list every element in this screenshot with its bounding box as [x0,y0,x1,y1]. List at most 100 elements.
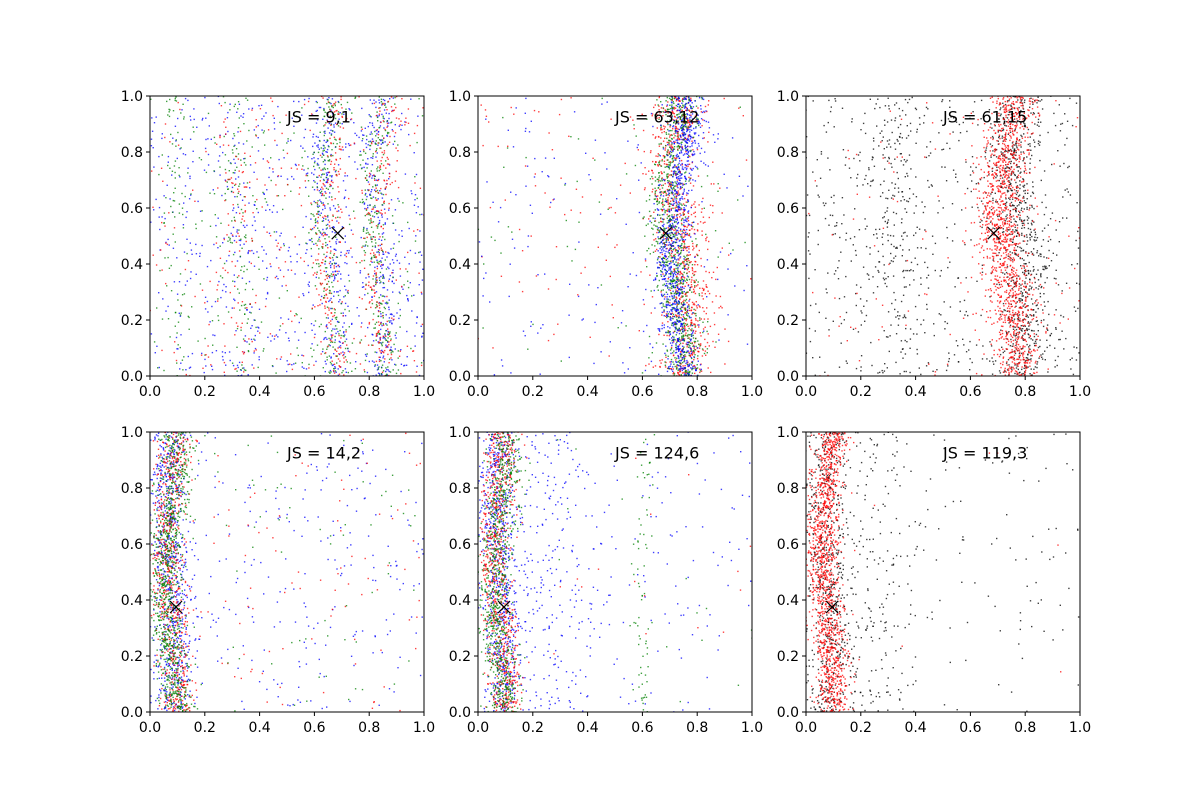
scatter-point [282,208,284,211]
scatter-point [291,175,293,178]
scatter-point [215,242,218,244]
scatter-point [680,349,683,352]
scatter-point [717,256,719,258]
scatter-point [666,222,668,224]
scatter-point [697,355,699,357]
scatter-point [386,131,389,134]
scatter-point [675,276,678,279]
scatter-point [677,231,679,233]
scatter-point [327,156,329,158]
scatter-point [675,226,678,228]
scatter-point [675,157,678,159]
scatter-point [188,198,191,200]
scatter-point [313,364,315,366]
scatter-point [656,259,659,261]
scatter-point [214,334,216,337]
scatter-point [702,298,704,300]
scatter-point [656,241,659,243]
scatter-point [253,367,255,369]
scatter-point [691,268,694,270]
scatter-point [238,117,240,119]
scatter-point [347,289,349,292]
scatter-point [306,172,309,174]
scatter-point [672,198,674,200]
scatter-point [178,174,180,177]
scatter-point [307,100,310,103]
scatter-point [689,229,691,231]
scatter-point [679,320,682,323]
scatter-point [371,221,373,224]
scatter-point [677,292,680,294]
scatter-point [330,320,332,322]
scatter-point [663,309,665,311]
scatter-point [224,199,226,202]
scatter-point [703,162,705,164]
scatter-point [687,337,689,339]
scatter-point [707,333,709,335]
scatter-point [672,313,675,316]
scatter-point [175,139,177,141]
scatter-point [706,352,708,354]
scatter-point [219,146,221,148]
scatter-point [368,140,370,143]
scatter-point [651,191,653,193]
scatter-point [380,147,382,149]
scatter-point [308,232,310,234]
scatter-point [183,293,186,295]
scatter-point [333,111,336,113]
scatter-point [662,206,664,208]
scatter-point [338,101,340,104]
scatter-point [682,300,684,303]
scatter-point [234,219,236,221]
scatter-point [335,249,337,251]
scatter-point [337,170,340,173]
scatter-point [649,253,651,255]
scatter-point [328,236,330,238]
scatter-point [243,186,246,188]
scatter-point [380,160,382,162]
scatter-point [681,273,684,275]
scatter-point [691,279,693,281]
scatter-point [656,113,658,116]
scatter-point [228,250,231,252]
scatter-point [678,178,680,180]
scatter-point [387,346,389,348]
scatter-point [344,262,346,264]
scatter-point [335,174,337,176]
scatter-point [702,222,705,224]
scatter-point [647,223,649,225]
scatter-point [367,213,369,215]
scatter-point [336,109,338,112]
scatter-point [664,137,666,139]
scatter-point [316,233,318,235]
scatter-point [657,231,660,234]
scatter-point [654,114,656,116]
scatter-point [416,229,419,231]
scatter-point [190,194,192,196]
scatter-point [381,214,383,216]
scatter-point [375,135,377,137]
scatter-point [703,318,706,320]
scatter-point [391,215,394,217]
scatter-point [697,284,699,286]
scatter-point [186,238,188,240]
scatter-point [680,277,682,279]
scatter-point [692,272,694,275]
scatter-point [387,251,389,254]
scatter-point [683,262,685,264]
scatter-point [669,368,671,370]
scatter-point [675,264,677,266]
scatter-point [683,210,685,212]
scatter-point [597,246,599,248]
scatter-point [691,228,693,230]
scatter-point [392,351,394,353]
scatter-point [689,325,692,327]
scatter-point [175,145,177,147]
scatter-point [664,109,666,111]
scatter-point [685,292,687,294]
scatter-point [687,125,689,127]
scatter-point [673,297,675,299]
scatter-point [672,160,674,162]
scatter-point [381,193,383,195]
scatter-point [266,276,269,279]
